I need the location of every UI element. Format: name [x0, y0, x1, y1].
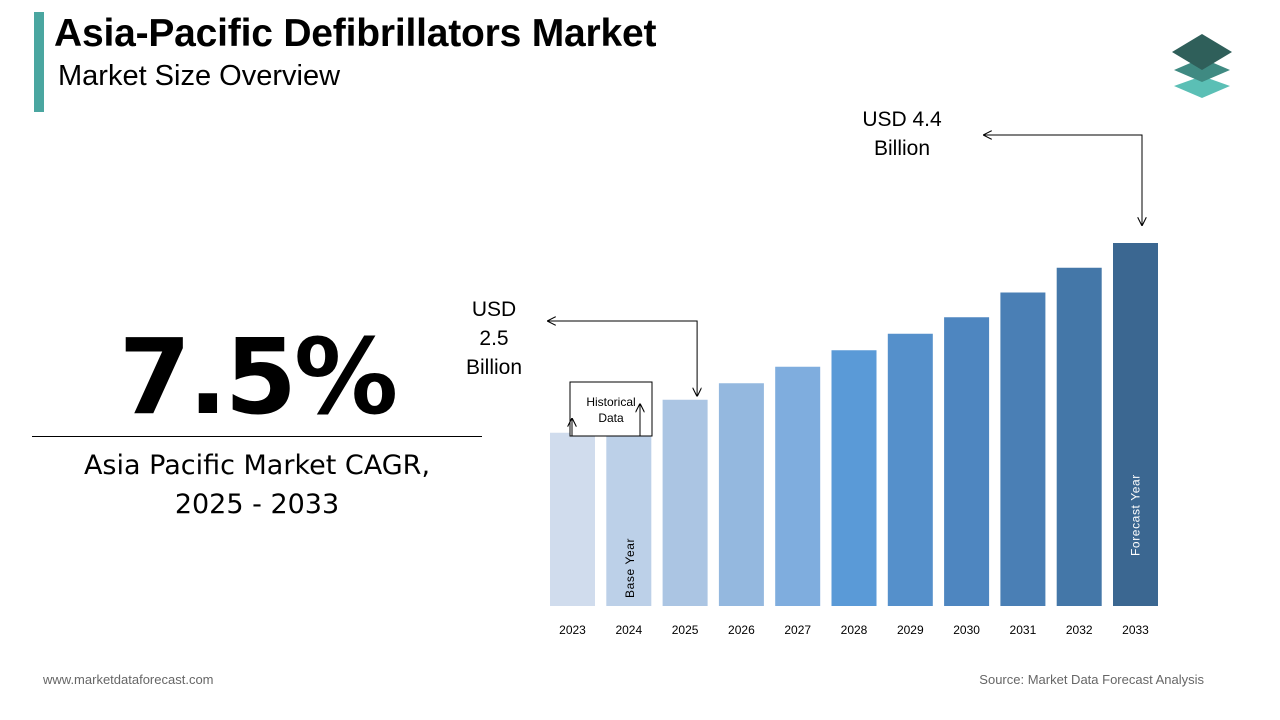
bar-2030: [944, 317, 990, 606]
start-value-label: USD: [472, 298, 516, 321]
bar-2032: [1056, 267, 1102, 606]
page-title: Asia-Pacific Defibrillators Market: [54, 12, 657, 55]
x-tick-label: 2025: [672, 623, 699, 637]
cagr-value: 7.5%: [118, 316, 398, 438]
cagr-label: Asia Pacific Market CAGR, 2025 - 2033: [32, 446, 482, 524]
footer-website: www.marketdataforecast.com: [43, 672, 214, 687]
forecast-year-label: Forecast Year: [1129, 474, 1143, 556]
bar-2028: [831, 350, 877, 606]
end-value-label: Billion: [874, 137, 930, 160]
start-value-label: Billion: [466, 356, 522, 379]
page-subtitle: Market Size Overview: [58, 60, 341, 92]
cagr-label-line2: 2025 - 2033: [174, 489, 340, 520]
x-tick-label: 2032: [1066, 623, 1093, 637]
bar-2027: [775, 366, 821, 606]
stacked-layers-icon: [1172, 34, 1232, 98]
bar-2031: [1000, 292, 1046, 606]
historical-data-label: Data: [598, 411, 624, 425]
x-tick-label: 2029: [897, 623, 924, 637]
base-year-label: Base Year: [623, 538, 637, 598]
x-tick-label: 2033: [1122, 623, 1149, 637]
x-tick-label: 2030: [953, 623, 980, 637]
end-value-label: USD 4.4: [862, 108, 942, 131]
footer-source: Source: Market Data Forecast Analysis: [979, 672, 1204, 687]
historical-data-label: Historical: [586, 395, 635, 409]
x-tick-label: 2024: [615, 623, 642, 637]
divider: [32, 436, 482, 437]
x-tick-label: 2023: [559, 623, 586, 637]
bar-2026: [718, 383, 764, 606]
x-tick-label: 2031: [1010, 623, 1037, 637]
x-tick-label: 2026: [728, 623, 755, 637]
bar-2029: [887, 333, 933, 606]
bar-2024: [606, 416, 652, 606]
end-value-arrow: [984, 135, 1142, 225]
bar-2023: [550, 432, 595, 606]
start-value-arrow: [548, 321, 697, 396]
title-accent-bar: [34, 12, 44, 112]
bar-2033: [1113, 243, 1158, 606]
x-tick-label: 2027: [784, 623, 811, 637]
x-tick-label: 2028: [841, 623, 868, 637]
cagr-label-line1: Asia Pacific Market CAGR,: [83, 450, 431, 481]
bar-2025: [662, 399, 708, 606]
start-value-label: 2.5: [479, 327, 508, 350]
